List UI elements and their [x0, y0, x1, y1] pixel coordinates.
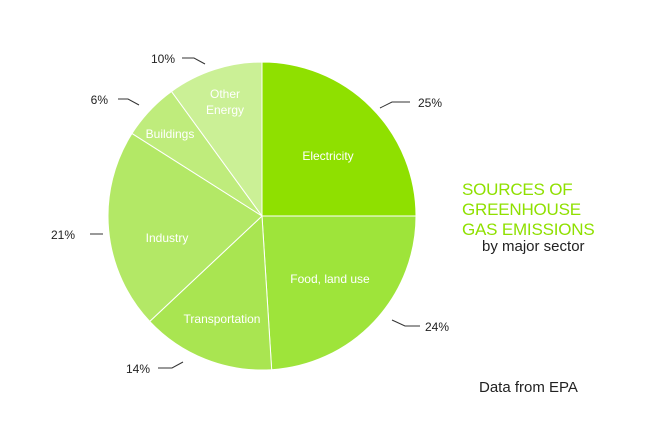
slice-label: Transportation — [184, 312, 261, 326]
pie-slice-other-energy — [170, 61, 263, 218]
pie-slice-industry — [107, 132, 263, 323]
percentage-label: 21% — [51, 228, 75, 242]
slice-label: Industry — [146, 231, 189, 245]
leader-lines — [90, 57, 420, 369]
pie-slices — [107, 61, 417, 371]
slice-labels: Electricity Food, land use Transportation I… — [146, 87, 370, 326]
percentage-label: 25% — [418, 96, 442, 110]
chart-title-block: SOURCES OF GREENHOUSE GAS EMISSIONS by m… — [462, 180, 632, 256]
percentage-labels: 25% 24% 14% 21% 6% 10% — [51, 52, 449, 376]
leader-line — [379, 101, 410, 109]
chart-title-line-2: GREENHOUSE — [462, 200, 581, 219]
pie-slice-electricity — [261, 61, 417, 217]
slice-label: Buildings — [146, 127, 195, 141]
chart-title-line-1: SOURCES OF — [462, 180, 573, 199]
leader-line — [158, 361, 184, 369]
pie-slice-food-land-use — [261, 215, 417, 371]
pie-slice-transportation — [149, 214, 273, 371]
leader-line — [182, 57, 206, 65]
percentage-label: 14% — [126, 362, 150, 376]
percentage-label: 10% — [151, 52, 175, 66]
slice-label: Food, land use — [290, 272, 370, 286]
percentage-label: 24% — [425, 320, 449, 334]
data-source-note: Data from EPA — [479, 379, 578, 396]
leader-line — [118, 98, 140, 106]
leader-line — [391, 319, 420, 327]
slice-label: Energy — [206, 103, 244, 117]
slice-label: Other — [210, 87, 240, 101]
slice-label: Electricity — [302, 149, 353, 163]
percentage-label: 6% — [91, 93, 109, 107]
chart-subtitle: by major sector — [482, 238, 585, 255]
chart-title-line-3: GAS EMISSIONS — [462, 220, 595, 239]
